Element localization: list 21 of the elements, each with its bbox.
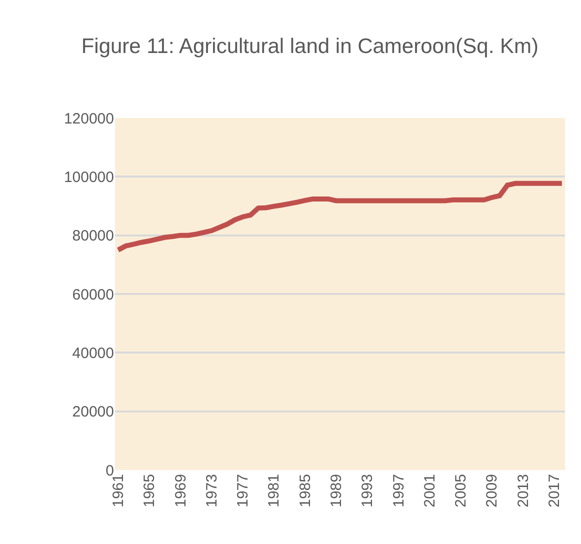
x-tick-label: 1997 [390,474,408,508]
x-tick-label: 1985 [296,474,314,508]
y-tick-label: 120000 [64,110,114,128]
x-tick-label: 1965 [141,474,158,508]
x-tick-label: 1977 [234,474,252,508]
x-tick-label: 1993 [359,474,376,508]
x-tick-label: 1989 [328,474,345,508]
y-tick-label: 100000 [64,168,114,186]
x-tick-label: 1973 [203,474,220,508]
x-tick-label: 2001 [421,474,438,508]
x-tick-label: 1981 [266,474,283,508]
chart-title: Figure 11: Agricultural land in Cameroon(Sq. Km) [81,34,538,58]
y-tick-label: 60000 [72,286,114,304]
x-tick-label: 1969 [172,474,190,508]
x-tick-label: 2017 [546,474,563,508]
x-tick-label: 2009 [484,474,501,508]
x-tick-label: 2013 [514,474,532,508]
x-tick-label: 2005 [452,474,470,508]
y-tick-label: 80000 [72,228,114,245]
y-tick-label: 20000 [72,404,114,421]
y-tick-label: 40000 [72,344,114,362]
